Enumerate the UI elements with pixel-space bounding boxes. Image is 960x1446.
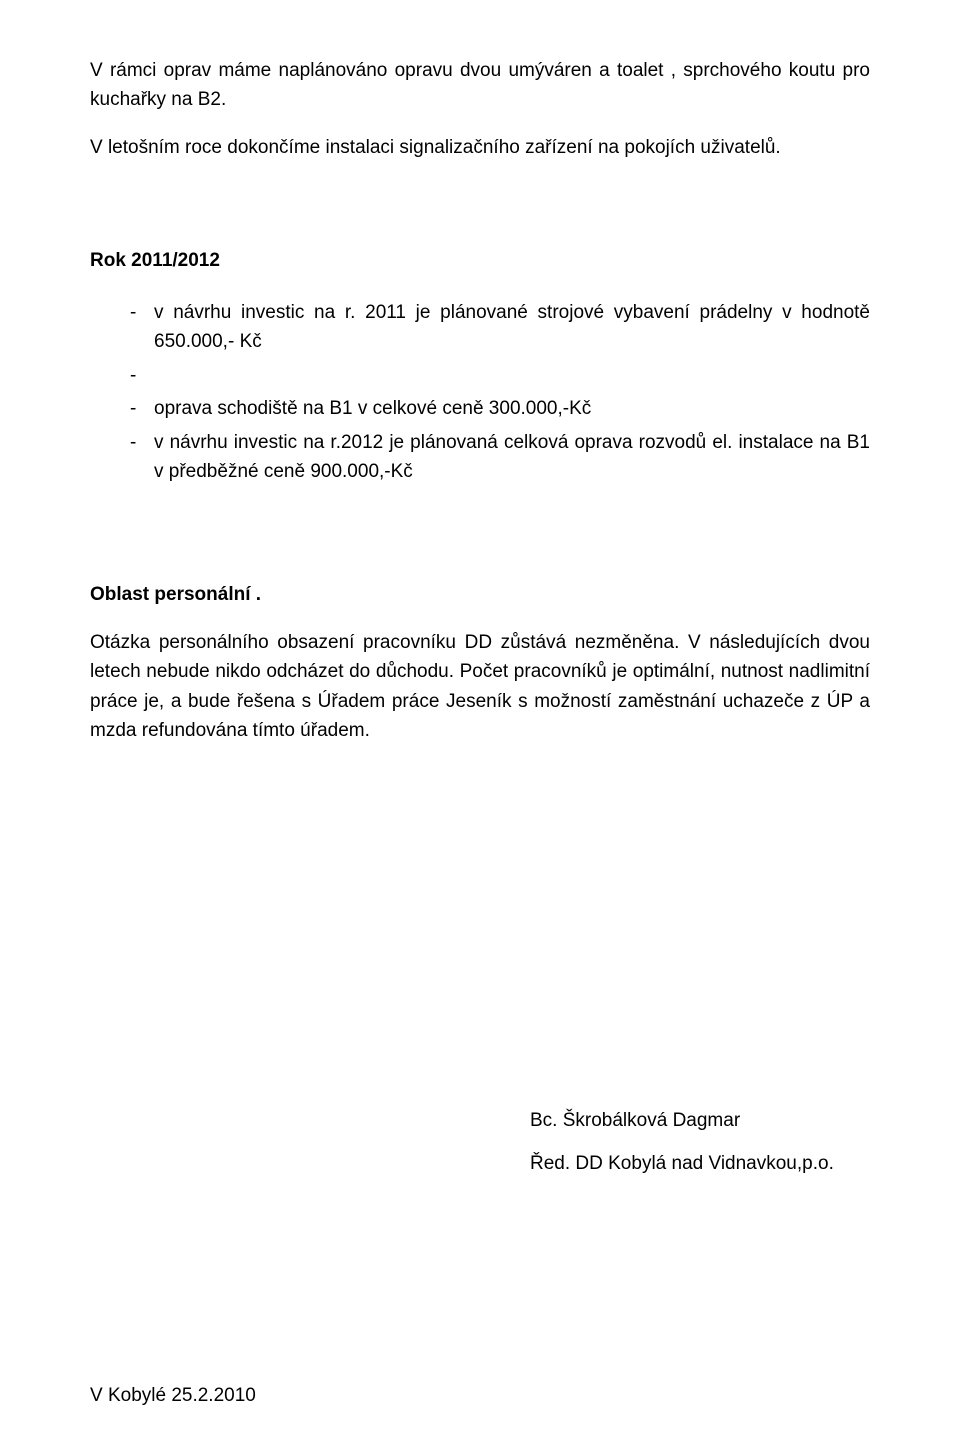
signature-title: Řed. DD Kobylá nad Vidnavkou,p.o. xyxy=(530,1149,870,1178)
bullet-item-1: v návrhu investic na r. 2011 je plánovan… xyxy=(130,298,870,357)
bullet-item-empty xyxy=(130,361,870,390)
bullet-item-2: oprava schodiště na B1 v celkové ceně 30… xyxy=(130,394,870,423)
signature-name: Bc. Škrobálková Dagmar xyxy=(530,1106,870,1135)
document-page: V rámci oprav máme naplánováno opravu dv… xyxy=(0,0,960,1446)
footer-date: V Kobylé 25.2.2010 xyxy=(90,1381,256,1410)
spacer xyxy=(90,180,870,220)
section-heading-personal: Oblast personální . xyxy=(90,580,870,609)
intro-paragraph-1: V rámci oprav máme naplánováno opravu dv… xyxy=(90,56,870,115)
year-heading: Rok 2011/2012 xyxy=(90,246,870,275)
bullet-item-3: v návrhu investic na r.2012 je plánovaná… xyxy=(130,428,870,487)
signature-block: Bc. Škrobálková Dagmar Řed. DD Kobylá na… xyxy=(530,1106,870,1179)
intro-paragraph-2: V letošním roce dokončíme instalaci sign… xyxy=(90,133,870,162)
spacer xyxy=(90,490,870,580)
bullet-list: v návrhu investic na r. 2011 je plánovan… xyxy=(130,298,870,487)
section-paragraph-personal: Otázka personálního obsazení pracovníku … xyxy=(90,628,870,746)
